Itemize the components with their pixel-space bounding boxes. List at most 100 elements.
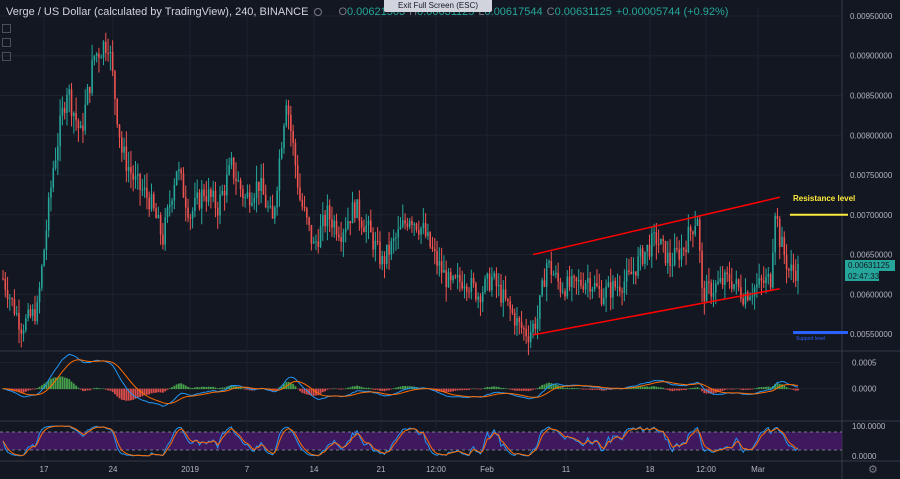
candle-body <box>392 238 395 241</box>
macd-histogram-bar <box>134 388 137 399</box>
price-tick-label: 0.00800000 <box>850 131 893 140</box>
candle-body <box>705 281 708 302</box>
candle-body <box>52 168 55 188</box>
candle-body <box>376 240 379 242</box>
candle-body <box>276 190 278 208</box>
macd-histogram-bar <box>509 388 512 390</box>
candle-body <box>205 196 208 202</box>
candle-body <box>324 214 326 227</box>
macd-histogram-bar <box>785 387 788 390</box>
candle-body <box>41 266 43 288</box>
candle-body <box>114 71 116 100</box>
time-axis[interactable]: 17 24 2019 7 14 21 12:00 Feb 11 18 12:00 Mar <box>40 465 766 474</box>
candle-body <box>354 202 356 218</box>
candle-body <box>511 308 514 313</box>
candle-body <box>6 289 9 300</box>
macd-histogram-bar <box>762 387 765 390</box>
candle-body <box>401 220 404 227</box>
candle-body <box>735 279 738 285</box>
candle-body <box>664 240 667 264</box>
candle-body <box>623 281 626 293</box>
candle-body <box>701 250 703 288</box>
remove-icon[interactable] <box>2 52 11 61</box>
macd-histogram-bar <box>376 388 379 390</box>
time-tick-label: 11 <box>562 465 571 474</box>
eye-icon[interactable] <box>2 24 11 33</box>
candle-body <box>86 86 89 105</box>
candle-body <box>536 318 539 329</box>
channel-upper-line[interactable] <box>532 196 780 256</box>
support-label: Support level <box>796 336 825 342</box>
macd-histogram-bar <box>216 388 219 390</box>
candle-body <box>557 272 559 282</box>
macd-histogram-bar <box>104 388 107 390</box>
candle-body <box>413 223 416 226</box>
candle-body <box>621 291 623 293</box>
macd-histogram-bar <box>561 387 564 390</box>
candle-body <box>100 57 103 59</box>
candle-body <box>214 190 217 208</box>
candle-body <box>596 283 598 286</box>
macd-histogram-bar <box>342 388 345 390</box>
macd-histogram-bar <box>365 387 368 390</box>
candle-body <box>648 244 651 257</box>
candle-body <box>532 323 534 333</box>
macd-histogram-bar <box>143 388 146 396</box>
price-axis[interactable]: 0.00950000 0.00900000 0.00850000 0.00800000… <box>850 12 893 461</box>
settings-gear-icon[interactable]: ⚙ <box>868 464 878 476</box>
macd-histogram-bar <box>43 383 46 390</box>
candle-body <box>152 194 155 209</box>
close-value: 0.00631125 <box>554 6 612 18</box>
channel-lower-line[interactable] <box>532 288 780 336</box>
candle-body <box>267 206 269 208</box>
macd-histogram-bar <box>730 388 733 390</box>
macd-histogram-bar <box>18 388 20 393</box>
candle-body <box>470 277 473 292</box>
candle-body <box>573 276 575 278</box>
macd-histogram-bar <box>452 388 454 392</box>
settings-icon[interactable] <box>2 38 11 47</box>
macd-histogram-bar <box>168 388 171 390</box>
macd-histogram-bar <box>445 388 448 393</box>
macd-histogram-bar <box>93 388 96 390</box>
candle-body <box>685 249 687 253</box>
macd-histogram-bar <box>68 379 71 390</box>
candle-body <box>461 281 463 289</box>
candle-body <box>673 248 676 266</box>
exit-fullscreen-button[interactable]: Exit Full Screen (ESC) <box>384 0 492 12</box>
candle-body <box>628 270 630 272</box>
price-tick-label: 0.00700000 <box>850 211 893 220</box>
candle-body <box>15 312 18 314</box>
candle-body <box>127 167 130 171</box>
candle-body <box>219 194 221 216</box>
candle-body <box>607 282 610 287</box>
macd-histogram-bar <box>187 386 189 390</box>
candle-body <box>520 322 523 329</box>
time-tick-label: 12:00 <box>696 465 717 474</box>
candle-body <box>232 157 235 179</box>
macd-histogram-bar <box>324 388 327 392</box>
macd-histogram-bar <box>637 386 639 390</box>
candle-body <box>22 330 25 334</box>
macd-histogram-bar <box>797 388 799 391</box>
candle-body <box>698 219 701 251</box>
candle-body <box>507 298 509 301</box>
macd-histogram-bar <box>182 384 185 390</box>
macd-histogram-bar <box>369 388 372 390</box>
candle-body <box>742 298 744 305</box>
macd-histogram-bar <box>792 388 795 390</box>
symbol-dropdown-icon[interactable] <box>314 8 323 16</box>
candle-body <box>75 112 77 121</box>
candle-body <box>614 280 617 288</box>
candle-body <box>328 205 331 220</box>
macd-histogram-bar <box>59 376 62 390</box>
macd-histogram-bar <box>559 386 562 390</box>
macd-histogram-bar <box>787 388 790 390</box>
candle-body <box>322 214 324 227</box>
macd-histogram-bar <box>79 388 82 390</box>
macd-histogram-bar <box>296 388 299 390</box>
candle-body <box>559 281 562 292</box>
candle-body <box>342 232 345 242</box>
macd-histogram-bar <box>520 388 523 391</box>
